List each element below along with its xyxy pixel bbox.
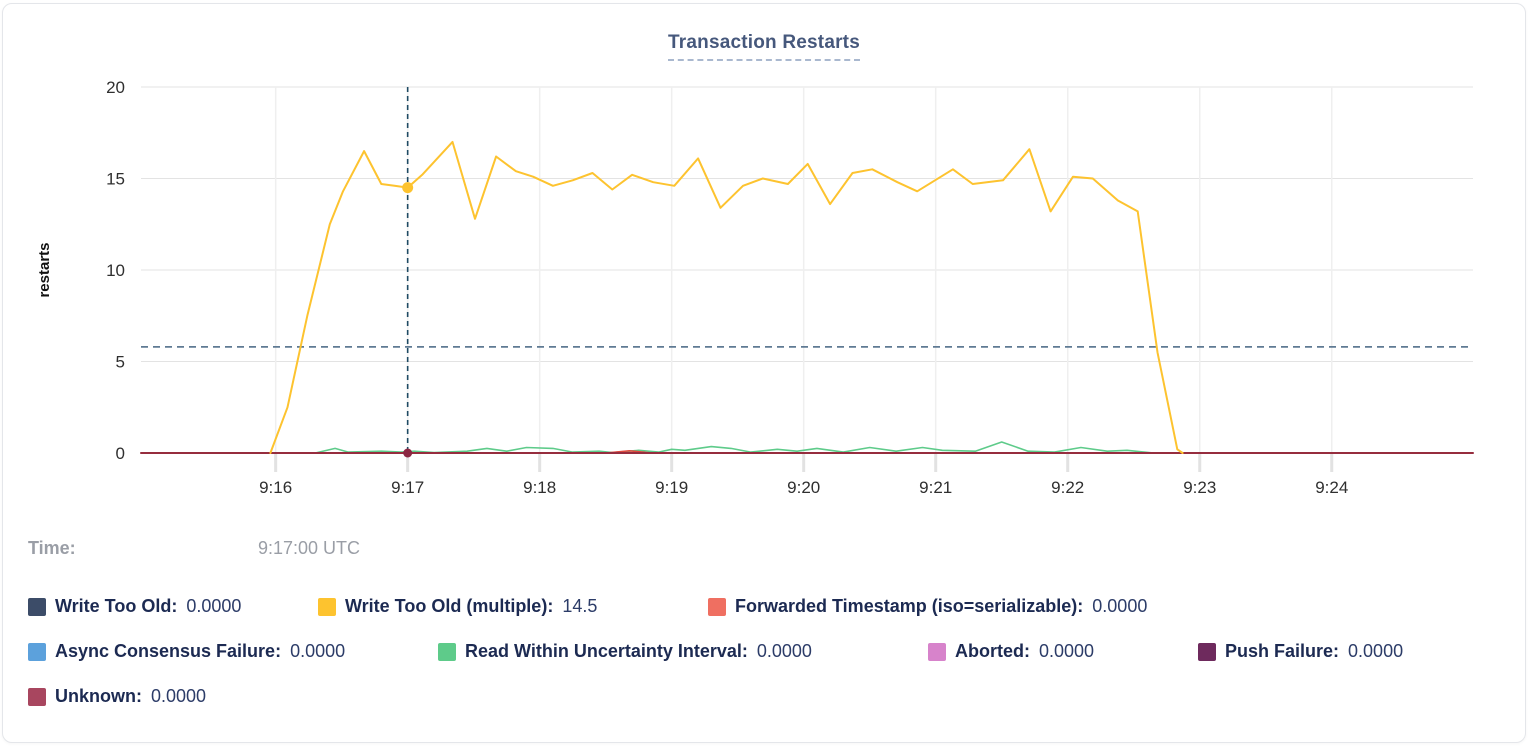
legend-item[interactable]: Async Consensus Failure: 0.0000 (28, 641, 438, 662)
chart-title-text[interactable]: Transaction Restarts (668, 32, 860, 61)
legend-value: 0.0000 (290, 641, 346, 661)
hover-point (403, 448, 413, 458)
time-label: Time: (28, 538, 76, 558)
y-tick-label: 20 (106, 78, 125, 97)
legend-label: Push Failure: (1225, 641, 1340, 661)
legend-value: 0.0000 (1092, 596, 1148, 616)
x-tick-label: 9:22 (1051, 478, 1084, 497)
legend-label: Write Too Old: (55, 596, 178, 616)
x-tick-label: 9:24 (1315, 478, 1348, 497)
time-value: 9:17:00 UTC (258, 538, 361, 558)
legend-swatch-icon (708, 597, 726, 616)
legend-swatch-icon (438, 642, 456, 661)
legend-value: 0.0000 (1348, 641, 1404, 661)
legend-item[interactable]: Aborted: 0.0000 (928, 641, 1198, 662)
legend-item[interactable]: Write Too Old: 0.0000 (28, 596, 318, 617)
x-tick-label: 9:17 (391, 478, 424, 497)
hover-time-row: Time: 9:17:00 UTC (28, 538, 1500, 559)
y-tick-label: 10 (106, 261, 125, 280)
legend-swatch-icon (928, 642, 946, 661)
legend-value: 0.0000 (1039, 641, 1095, 661)
hover-point (402, 182, 414, 194)
transaction-restarts-chart[interactable]: 0 5 10 15 20 9:16 9:17 9:18 9:19 9:20 9:21 9:22 9:23… (3, 4, 1525, 524)
series-line-write-too-old-multiple- (269, 140, 1184, 454)
x-tick-label: 9:18 (523, 478, 556, 497)
y-tick-label: 15 (106, 170, 125, 189)
y-tick-label: 0 (116, 444, 125, 463)
legend-row-2: Async Consensus Failure: 0.0000 Read Withi… (28, 641, 1500, 662)
legend-label: Unknown: (55, 686, 142, 706)
x-tick-label: 9:23 (1183, 478, 1216, 497)
legend-value: 14.5 (562, 596, 598, 616)
x-tick-label: 9:16 (259, 478, 292, 497)
chart-title: Transaction Restarts (3, 32, 1525, 61)
x-tick-label: 9:19 (655, 478, 688, 497)
legend-label: Write Too Old (multiple): (345, 596, 554, 616)
legend-label: Read Within Uncertainty Interval: (465, 641, 748, 661)
legend-row-3: Unknown: 0.0000 (28, 686, 1500, 707)
legend-value: 0.0000 (756, 641, 812, 661)
x-tick-label: 9:21 (919, 478, 952, 497)
x-tick-label: 9:20 (787, 478, 820, 497)
legend-item[interactable]: Push Failure: 0.0000 (1198, 641, 1403, 662)
legend-label: Aborted: (955, 641, 1030, 661)
legend-label: Async Consensus Failure: (55, 641, 282, 661)
legend-value: 0.0000 (186, 596, 242, 616)
legend-item[interactable]: Read Within Uncertainty Interval: 0.0000 (438, 641, 928, 662)
legend-swatch-icon (318, 597, 336, 616)
legend-item[interactable]: Write Too Old (multiple): 14.5 (318, 596, 708, 617)
legend-value: 0.0000 (151, 686, 207, 706)
legend-item[interactable]: Unknown: 0.0000 (28, 686, 206, 707)
legend-swatch-icon (28, 687, 46, 706)
series-line-read-within-uncertainty-interval (314, 441, 1155, 454)
legend-swatch-icon (1198, 642, 1216, 661)
legend-row-1: Write Too Old: 0.0000 Write Too Old (multi… (28, 596, 1500, 617)
legend-item[interactable]: Forwarded Timestamp (iso=serializable): 0… (708, 596, 1147, 617)
y-axis-label: restarts (36, 242, 53, 297)
y-tick-label: 5 (116, 353, 125, 372)
legend-swatch-icon (28, 597, 46, 616)
legend-label: Forwarded Timestamp (iso=serializable): (735, 596, 1084, 616)
legend-swatch-icon (28, 642, 46, 661)
chart-card: Transaction Restarts 0 5 10 15 20 9:16 9:17 9:1… (2, 3, 1526, 743)
